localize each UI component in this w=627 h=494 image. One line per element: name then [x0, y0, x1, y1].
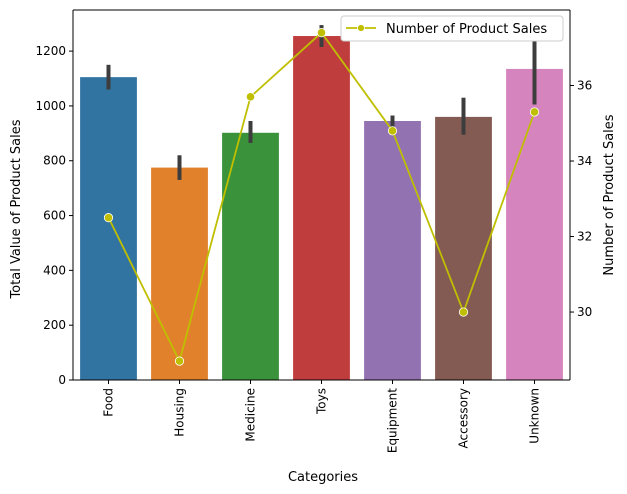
y-tick-label-right-32: 32: [577, 230, 592, 244]
point-housing: [174, 356, 185, 366]
y-tick-label-right-30: 30: [577, 305, 592, 319]
y-tick-label-left-0: 0: [58, 373, 66, 387]
y-tick-label-left-600: 600: [43, 209, 66, 223]
x-tick-label-medicine: Medicine: [244, 388, 258, 442]
point-unknown: [529, 107, 540, 117]
x-tick-label-toys: Toys: [315, 388, 329, 415]
point-toys: [316, 28, 327, 38]
x-tick-label-unknown: Unknown: [528, 388, 542, 444]
bar-housing: [151, 167, 208, 380]
point-medicine: [245, 92, 256, 102]
y-axis-label-left: Total Value of Product Sales: [9, 119, 24, 299]
legend-frame: [340, 15, 564, 42]
y-tick-label-left-400: 400: [43, 263, 66, 277]
y-axis-label-right: Number of Product Sales: [602, 114, 617, 275]
point-accessory: [458, 307, 469, 317]
x-tick-label-accessory: Accessory: [457, 388, 471, 448]
y-tick-label-left-1000: 1000: [35, 99, 66, 113]
y-tick-label-left-800: 800: [43, 154, 66, 168]
x-tick-label-food: Food: [102, 388, 116, 417]
point-food: [103, 213, 114, 223]
bar-toys: [293, 36, 350, 380]
bars-layer: [80, 36, 563, 381]
bar-equipment: [364, 121, 421, 380]
axes-layer: 0 200 400 600 800 1000 1200 30 32 34 36 Food Housing…: [35, 9, 592, 453]
y-tick-label-left-1200: 1200: [35, 44, 66, 58]
legend: Number of Product Sales: [340, 15, 564, 42]
legend-entry-number-of-product-sales: Number of Product Sales: [386, 22, 547, 37]
x-tick-label-housing: Housing: [173, 388, 187, 437]
bar-medicine: [222, 132, 279, 380]
x-tick-label-equipment: Equipment: [386, 388, 400, 453]
bar-accessory: [435, 116, 492, 380]
point-equipment: [387, 126, 398, 136]
y-tick-label-left-200: 200: [43, 318, 66, 332]
y-tick-label-right-36: 36: [577, 79, 592, 93]
bar-unknown: [506, 68, 563, 380]
y-tick-label-right-34: 34: [577, 154, 592, 168]
bar-food: [80, 77, 137, 381]
line-series-layer: [103, 28, 540, 366]
legend-marker-swatch: [357, 24, 365, 32]
x-axis-label: Categories: [288, 470, 358, 485]
